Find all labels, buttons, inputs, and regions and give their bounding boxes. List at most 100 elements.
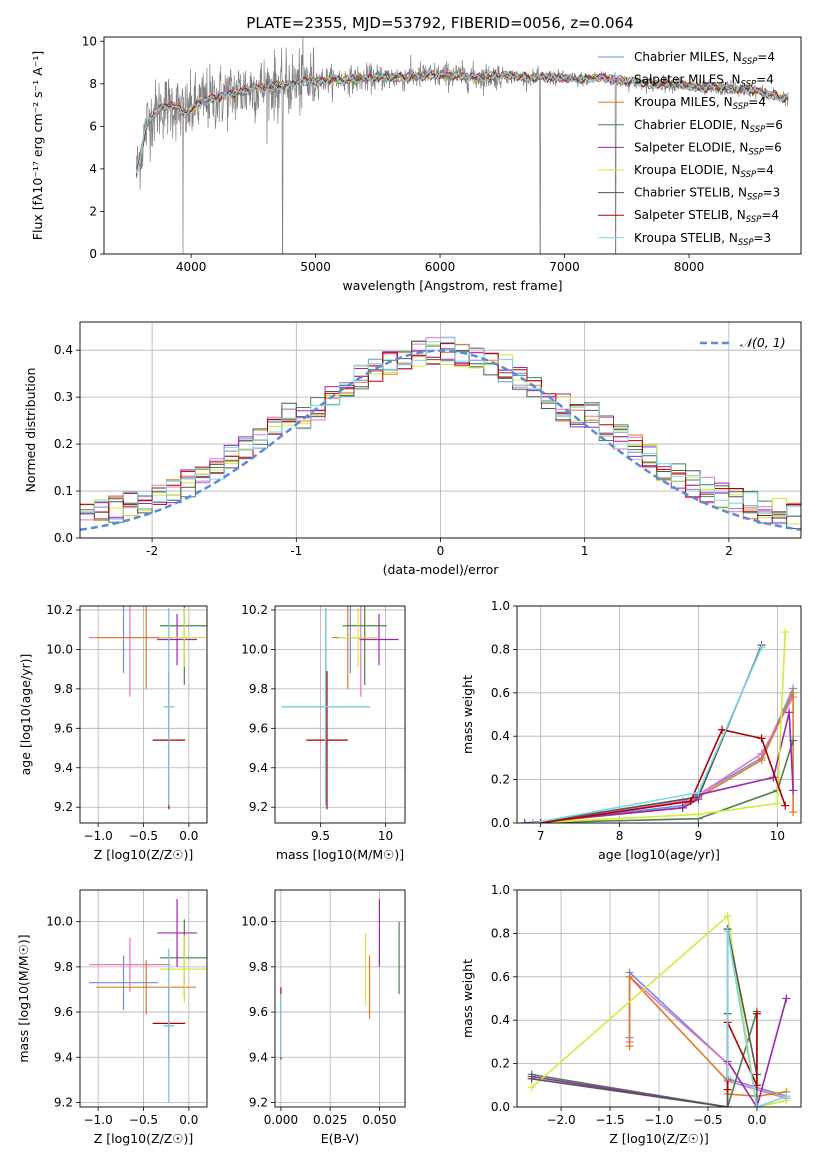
y-axis-label: mass weight — [460, 675, 475, 754]
legend-label-1: Salpeter MILES, NSSP=4 — [634, 73, 774, 90]
x-axis-label: mass [log10(M/M☉)] — [276, 847, 404, 862]
y-tick-label: 0.4 — [54, 343, 73, 357]
weight-marker — [723, 1103, 732, 1107]
legend-label-4: Salpeter ELODIE, NSSP=6 — [634, 140, 782, 157]
y-tick-label: 9.4 — [249, 761, 268, 775]
x-tick-label: 10 — [770, 829, 785, 843]
errorbar-4 — [157, 613, 198, 666]
legend-subscript: SSP — [741, 80, 757, 90]
y-tick-label: 0.4 — [491, 729, 510, 743]
weight-marker — [723, 927, 732, 936]
x-axis-label: Z [log10(Z/Z☉)] — [609, 1131, 709, 1146]
errorbar-1 — [89, 937, 171, 992]
errorbar-5 — [159, 607, 207, 668]
x-tick-label: −1.0 — [84, 829, 113, 843]
x-tick-label: 2 — [725, 544, 733, 558]
weight-line-5 — [532, 631, 786, 823]
axes-frame — [274, 605, 406, 824]
weight-marker — [789, 786, 798, 795]
panel-age-vs-mass: 9.5 10 9.2 9.4 9.6 9.8 10.0 10.2 mass [log10(M/M… — [241, 603, 406, 862]
x-tick-label: 9.5 — [311, 829, 330, 843]
weight-marker — [723, 912, 732, 921]
y-axis-label: mass [log10(M/M☉)] — [16, 934, 31, 1062]
axes-frame — [79, 321, 802, 539]
y-tick-label: 9.4 — [54, 761, 73, 775]
x-axis-label: Z [log10(Z/Z☉)] — [94, 847, 194, 862]
weight-marker — [773, 799, 782, 808]
weight-marker — [718, 725, 727, 734]
weight-line-8 — [726, 931, 787, 1107]
y-tick-label: 0.4 — [491, 1013, 510, 1027]
y-tick-label: 0 — [89, 247, 97, 261]
y-tick-label: 4 — [89, 162, 97, 176]
x-tick-label: 9 — [695, 829, 703, 843]
axes-frame — [274, 889, 406, 1108]
weight-line-8 — [532, 646, 763, 823]
legend-value: =4 — [756, 73, 774, 87]
errorbar-0 — [89, 955, 159, 1010]
weight-marker — [789, 688, 798, 697]
weight-marker — [757, 643, 766, 652]
y-tick-label: 2 — [89, 204, 97, 218]
legend-subscript: SSP — [750, 125, 766, 135]
legend-value: =3 — [763, 186, 781, 200]
plot-area — [520, 628, 798, 823]
y-tick-label: 0.3 — [54, 390, 73, 404]
axes-frame — [79, 889, 208, 1108]
axes-frame — [516, 605, 802, 824]
legend-subscript: SSP — [748, 147, 764, 157]
y-tick-label: 9.8 — [54, 960, 73, 974]
y-tick-label: 0.8 — [491, 642, 510, 656]
plot-area — [281, 606, 399, 810]
errorbar-4 — [157, 899, 198, 967]
weight-marker — [527, 1083, 536, 1092]
x-tick-label: 7000 — [549, 260, 580, 274]
legend-subscript: SSP — [741, 170, 757, 180]
legend-value: =4 — [748, 95, 766, 109]
x-tick-label: 0.000 — [264, 1113, 298, 1127]
legend-label-8: Kroupa STELIB, NSSP=3 — [634, 231, 771, 248]
y-tick-label: 9.8 — [249, 682, 268, 696]
y-tick-label: 8 — [89, 77, 97, 91]
errorbar-2 — [96, 960, 197, 1015]
x-tick-label: 10 — [378, 829, 393, 843]
y-tick-label: 9.2 — [249, 1095, 268, 1109]
weight-marker — [752, 1103, 761, 1107]
weight-marker — [536, 819, 545, 823]
y-tick-label: 0.2 — [491, 773, 510, 787]
errorbar-5 — [159, 935, 207, 1004]
y-tick-label: 0.0 — [54, 531, 73, 545]
model-line-8 — [135, 69, 789, 174]
legend-value: =4 — [757, 50, 775, 64]
y-tick-label: 1.0 — [491, 883, 510, 897]
plot-area — [280, 899, 400, 1060]
x-axis-label: wavelength [Angstrom, rest frame] — [342, 278, 562, 293]
weight-marker — [757, 734, 766, 743]
x-tick-label: 0.050 — [362, 1113, 396, 1127]
x-tick-label: −1.0 — [84, 1113, 113, 1127]
weight-marker — [781, 628, 790, 637]
plot-area — [89, 899, 207, 1103]
y-axis-label: Normed distribution — [23, 368, 38, 493]
y-tick-label: 0.8 — [491, 926, 510, 940]
panel-mass-vs-ebv: 0.000 0.025 0.050 9.2 9.4 9.6 9.8 10.0 E(B-V) — [241, 889, 406, 1146]
y-tick-label: 10.0 — [46, 642, 73, 656]
panel-residual-histogram: -2 -1 0 1 2 0.0 0.1 0.2 0.3 0.4 (data-model)/error… — [23, 321, 802, 577]
figure-title: PLATE=2355, MJD=53792, FIBERID=0056, z=0… — [246, 14, 633, 32]
gaussian-curve — [80, 349, 801, 532]
legend-value: =4 — [756, 163, 774, 177]
y-tick-label: 9.6 — [54, 721, 73, 735]
x-tick-label: 0.0 — [747, 1113, 766, 1127]
legend-label-7: Salpeter STELIB, NSSP=4 — [634, 208, 779, 225]
x-tick-label: −0.5 — [693, 1113, 722, 1127]
x-tick-label: 6000 — [425, 260, 456, 274]
y-tick-label: 10.0 — [241, 642, 268, 656]
legend-gaussian-label: 𝒩(0, 1) — [740, 335, 786, 350]
weight-marker — [782, 994, 791, 1003]
weight-marker — [520, 819, 529, 823]
x-axis-label: E(B-V) — [321, 1131, 360, 1146]
weight-marker — [527, 1074, 536, 1083]
plot-area — [135, 37, 789, 254]
legend-label-5: Kroupa ELODIE, NSSP=4 — [634, 163, 774, 180]
